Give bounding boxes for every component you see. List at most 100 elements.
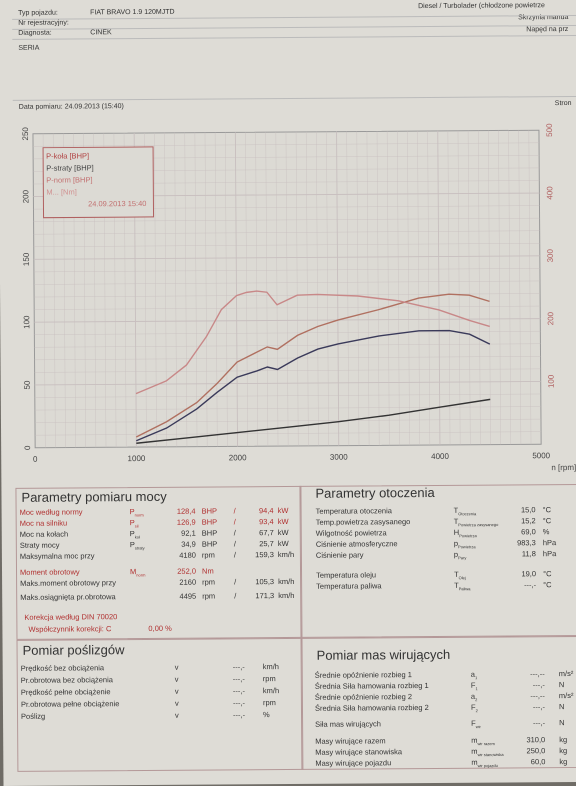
power-row-label: Straty mocy xyxy=(19,540,60,550)
env-row-label: Ciśnienie pary xyxy=(315,550,364,560)
mass-row-label: Siła mas wirujących xyxy=(315,719,381,729)
power-row-slash: / xyxy=(234,591,237,601)
mass-row-symbol: F2 xyxy=(470,702,478,714)
power-row-label: Maks.osiągnięta pr.obrotowa xyxy=(20,592,116,602)
grid-line-v xyxy=(316,131,319,446)
legend-entry: 24.09.2013 15:40 xyxy=(88,199,146,208)
env-row-symbol: pPary xyxy=(453,549,467,561)
grid-line-v xyxy=(417,131,420,446)
mass-row-unit: kg xyxy=(559,735,568,745)
grid-line-v xyxy=(184,132,188,447)
x-tick-label: 2000 xyxy=(229,453,247,462)
registration-label: Nr rejestracyjny: xyxy=(18,19,69,27)
vehicle-type-label: Typ pojazdu: xyxy=(18,9,58,17)
y-left-tick-label: 250 xyxy=(21,127,30,141)
mass-row-label: Średnia Siła hamowania rozbieg 1 xyxy=(314,681,429,691)
y-right-tick-label: 100 xyxy=(547,374,556,388)
env-row-unit: hPa xyxy=(542,538,557,548)
power-row-slash: / xyxy=(233,550,237,560)
power-row-value: 128,4 xyxy=(176,506,196,516)
slip-row-value: ---,- xyxy=(232,674,245,684)
power-row-label: Maks.moment obrotowy przy xyxy=(20,578,117,588)
env-row-unit: °C xyxy=(542,516,552,526)
power-row-symbol: Mnorm xyxy=(129,567,146,578)
slip-row-label: Pr.obrotowa bez obciążenia xyxy=(20,675,113,685)
grid-line-v xyxy=(356,131,360,446)
x-tick-label: 5000 xyxy=(532,451,550,460)
measurement-date: Data pomiaru: 24.09.2013 (15:40) xyxy=(18,103,124,111)
power-row-value2: 171,3 xyxy=(255,591,275,601)
env-row-value: 15,2 xyxy=(521,516,536,526)
grid-line-v xyxy=(518,130,522,445)
grid-line-v xyxy=(285,131,289,446)
grid-line-h xyxy=(34,406,541,411)
grid-line-h xyxy=(34,305,541,310)
grid-line-h xyxy=(33,243,540,247)
power-row-value: 126,9 xyxy=(176,517,196,527)
mass-row-unit: kg xyxy=(559,746,568,756)
drive-info: Napęd na prz xyxy=(526,26,569,34)
power-params-title: Parametry pomiaru mocy xyxy=(21,488,167,505)
legend-entry: P-koła [BHP] xyxy=(46,151,89,160)
y-left-tick-label: 0 xyxy=(23,445,32,450)
mass-row-value: ---,- xyxy=(532,680,545,690)
slip-row-symbol: v xyxy=(174,698,179,708)
power-row-symbol: Pkoł xyxy=(129,529,140,540)
slip-row-symbol: v xyxy=(174,710,179,720)
power-row-label: Maksymalna moc przy xyxy=(19,551,95,561)
mass-row-label: Średnie opóźnienie rozbieg 2 xyxy=(314,692,413,702)
power-row-unit2: kW xyxy=(277,505,289,516)
grid-line-h xyxy=(34,380,541,386)
power-row-label: Moc według normy xyxy=(19,507,83,517)
slip-row-unit: rpm xyxy=(262,698,276,708)
power-row-unit2: km/h xyxy=(278,576,295,587)
mass-row-label: Średnie opóźnienie rozbieg 1 xyxy=(314,670,412,680)
power-row-value2: 67,7 xyxy=(259,528,274,538)
grid-line-h xyxy=(33,217,540,222)
grid-line-v xyxy=(295,131,299,446)
grid-line-h xyxy=(33,142,540,147)
x-axis-unit: n [rpm] xyxy=(551,463,576,472)
grid-line-v xyxy=(386,131,390,446)
slip-row-value: ---,- xyxy=(232,662,245,672)
mass-row-value: 250,0 xyxy=(526,746,546,756)
legend-entry: P-straty [BHP] xyxy=(46,163,94,172)
grid-line-v xyxy=(457,130,461,445)
grid-line-v xyxy=(234,132,238,447)
grid-line-v xyxy=(447,130,451,445)
env-row-value: 11,8 xyxy=(521,549,536,559)
power-row-unit: rpm xyxy=(201,550,215,560)
mass-row-label: Masy wirujące razem xyxy=(315,736,386,746)
grid-line-v xyxy=(397,131,400,446)
env-row-symbol: TPaliwa xyxy=(454,580,471,592)
grid-line-h xyxy=(34,418,541,423)
grid-line-h xyxy=(35,431,542,436)
mass-row-value: 310,0 xyxy=(526,735,546,745)
grid-line-v xyxy=(376,131,380,446)
grid-line-v xyxy=(275,132,279,447)
series-label: SERIA xyxy=(18,44,40,52)
correction-note: Korekcja według DIN 70020 xyxy=(24,612,118,622)
slip-row-symbol: v xyxy=(174,674,179,684)
power-row-slash: / xyxy=(233,539,236,549)
power-row-unit: Nm xyxy=(201,566,214,576)
env-row-label: Temperatura oleju xyxy=(316,570,377,580)
power-row-slash: / xyxy=(233,506,236,516)
power-row-value2: 25,7 xyxy=(259,539,274,549)
env-row-label: Temperatura paliwa xyxy=(316,581,382,591)
mass-row-unit: N xyxy=(559,718,565,728)
power-row-symbol: Pnorm xyxy=(129,507,144,518)
mass-row-unit: kg xyxy=(559,757,568,767)
grid-line-v xyxy=(346,131,350,446)
legend-entry: P-norm [BHP] xyxy=(46,175,92,184)
slip-row-label: Prędkość bez obciążenia xyxy=(20,663,105,673)
mass-row-value: ---,- xyxy=(532,702,546,712)
page-label: Stron xyxy=(554,99,572,108)
env-row-symbol: TOtoczenia xyxy=(453,505,477,517)
slip-row-value: ---,- xyxy=(232,698,246,708)
slip-row-label: Prędkość pełne obciążenie xyxy=(20,687,111,697)
y-left-tick-label: 150 xyxy=(22,252,31,266)
grid-line-v xyxy=(164,132,167,447)
power-row-unit2: km/h xyxy=(277,549,295,560)
